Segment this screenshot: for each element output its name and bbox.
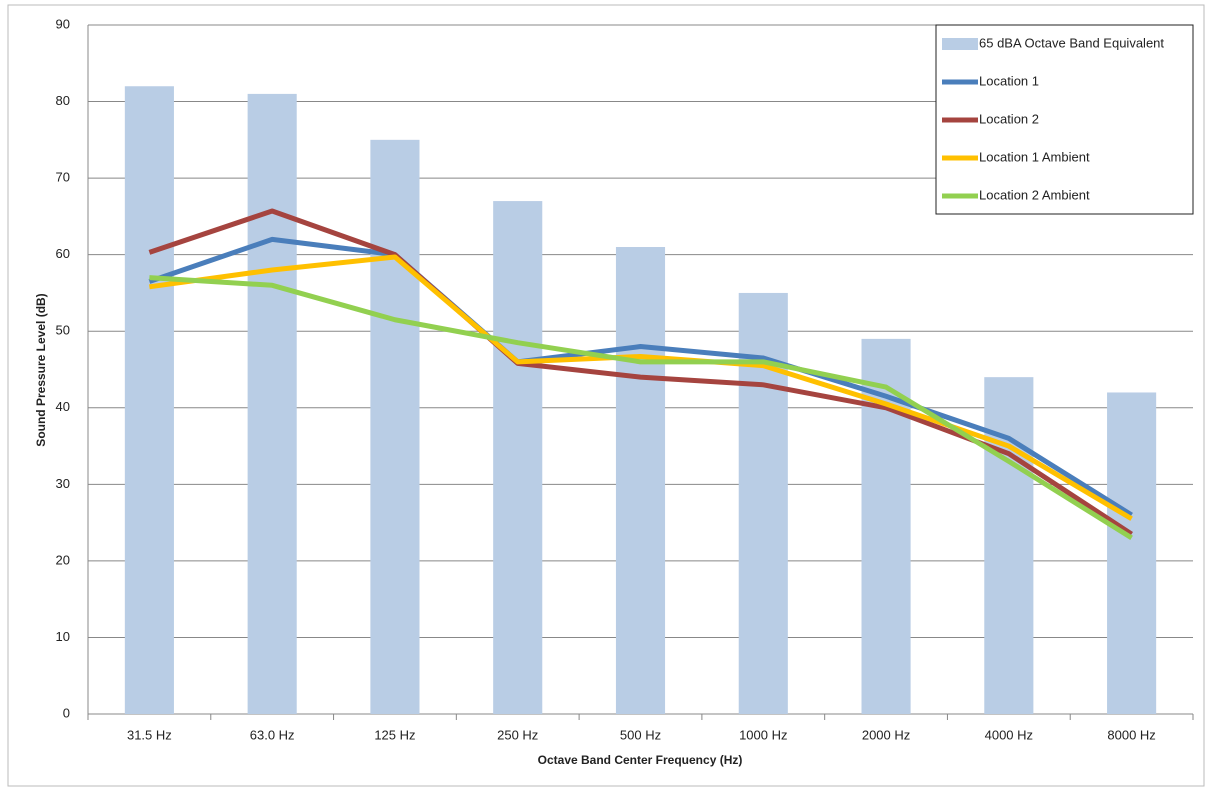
x-tick-label: 63.0 Hz: [250, 727, 295, 742]
y-tick-label: 40: [56, 399, 70, 414]
legend-label: Location 1 Ambient: [979, 149, 1090, 164]
legend-label: Location 2 Ambient: [979, 187, 1090, 202]
x-tick-label: 2000 Hz: [862, 727, 910, 742]
line: [148, 236, 1133, 518]
y-tick-label: 90: [56, 16, 70, 31]
legend-label: Location 2: [979, 111, 1039, 126]
y-tick-label: 10: [56, 629, 70, 644]
y-tick-label: 50: [56, 323, 70, 338]
y-tick-label: 20: [56, 552, 70, 567]
x-tick-label: 4000 Hz: [985, 727, 1033, 742]
legend-label: 65 dBA Octave Band Equivalent: [979, 35, 1164, 50]
y-axis-title: Sound Pressure Level (dB): [34, 293, 48, 446]
bar: [124, 86, 174, 714]
y-tick-label: 0: [63, 705, 70, 720]
legend-swatch: [942, 38, 978, 50]
legend-box: [935, 24, 1194, 215]
x-tick-label: 8000 Hz: [1107, 727, 1155, 742]
x-axis-title: Octave Band Center Frequency (Hz): [538, 753, 743, 767]
x-tick-label: 500 Hz: [620, 727, 661, 742]
y-tick-label: 80: [56, 93, 70, 108]
bar: [247, 93, 297, 714]
bar: [615, 247, 666, 714]
chart-frame: [7, 4, 1205, 787]
bar: [984, 377, 1034, 714]
x-tick-label: 250 Hz: [497, 727, 538, 742]
bar: [1107, 392, 1157, 714]
x-tick-label: 125 Hz: [374, 727, 415, 742]
bar: [493, 201, 543, 715]
line: [149, 275, 1133, 541]
line: [149, 254, 1133, 521]
y-tick-label: 30: [56, 476, 70, 491]
x-tick-label: 31.5 Hz: [127, 727, 172, 742]
x-tick-label: 1000 Hz: [739, 727, 787, 742]
y-tick-label: 60: [56, 246, 70, 261]
legend-label: Location 1: [979, 73, 1039, 88]
bar: [370, 139, 420, 715]
y-tick-label: 70: [56, 170, 70, 185]
